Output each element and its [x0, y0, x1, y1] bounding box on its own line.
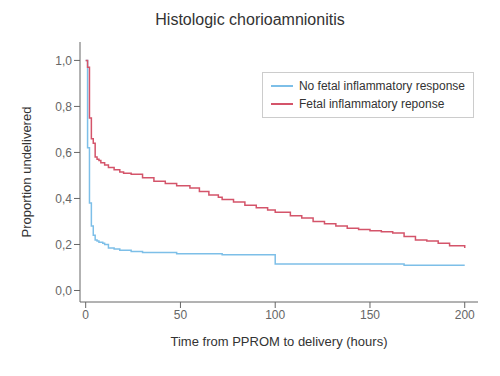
- svg-text:1,0: 1,0: [55, 54, 72, 68]
- svg-text:200: 200: [455, 308, 475, 322]
- svg-text:0,8: 0,8: [55, 100, 72, 114]
- svg-text:0,0: 0,0: [55, 284, 72, 298]
- svg-text:50: 50: [174, 308, 188, 322]
- svg-text:0,2: 0,2: [55, 238, 72, 252]
- html-text:No fetal inflammatory response: No fetal inflammatory response: [298, 79, 465, 93]
- svg-text:Proportion undelivered: Proportion undelivered: [19, 107, 34, 238]
- svg-text:0: 0: [82, 308, 89, 322]
- svg-text:Time from PPROM to delivery (h: Time from PPROM to delivery (hours): [171, 334, 388, 349]
- html-text:Fetal inflammatory reponse: Fetal inflammatory reponse: [298, 97, 445, 111]
- svg-text:150: 150: [360, 308, 380, 322]
- svg-text:0,4: 0,4: [55, 192, 72, 206]
- svg-text:100: 100: [265, 308, 285, 322]
- html-text:Histologic chorioamnionitis: Histologic chorioamnionitis: [155, 11, 345, 28]
- svg-text:0,6: 0,6: [55, 146, 72, 160]
